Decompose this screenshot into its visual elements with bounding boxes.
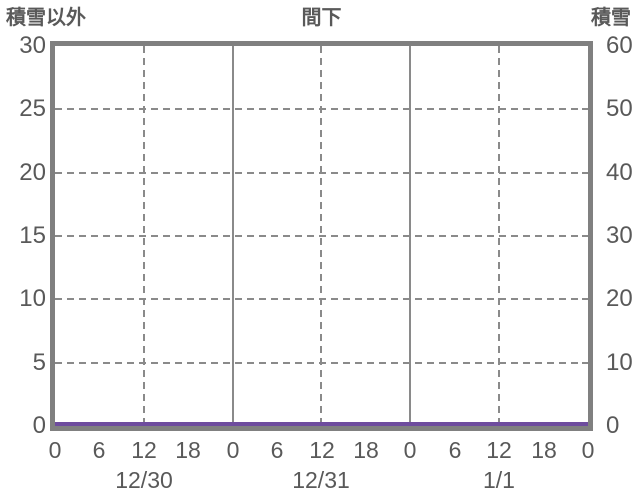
hour-tick-label: 12 [131, 437, 157, 463]
left-axis-tick [55, 298, 61, 300]
right-axis-tick-label: 60 [606, 32, 633, 59]
v-gridline-noon [143, 46, 145, 426]
chart-title: 間下 [301, 7, 342, 29]
right-axis-tick-label: 0 [606, 412, 620, 439]
right-axis-tick-label: 50 [606, 95, 633, 122]
hour-tick-label: 12 [309, 437, 335, 463]
left-axis-title: 積雪以外 [6, 7, 86, 29]
hour-tick-label: 0 [403, 437, 417, 463]
right-axis-title: 積雪 [591, 7, 631, 29]
left-axis-tick [55, 108, 61, 110]
bottom-axis-tick [320, 418, 322, 422]
hour-tick-label: 0 [226, 437, 240, 463]
hour-tick-label: 18 [353, 437, 379, 463]
left-axis-tick-label: 20 [19, 159, 46, 186]
hour-tick-label: 6 [448, 437, 462, 463]
hour-tick-label: 18 [531, 437, 557, 463]
right-axis-tick [582, 298, 588, 300]
v-gridline-midnight [232, 46, 234, 426]
left-axis-tick-label: 5 [32, 349, 46, 376]
left-axis-tick [55, 362, 61, 364]
v-gridline-noon [320, 46, 322, 426]
right-axis-tick-label: 30 [606, 222, 633, 249]
hour-tick-label: 12 [486, 437, 512, 463]
right-axis-tick [582, 108, 588, 110]
right-axis-tick [582, 172, 588, 174]
v-gridline-midnight [409, 46, 411, 426]
v-gridline-noon [498, 46, 500, 426]
plot-area [50, 41, 593, 431]
hour-tick-label: 6 [270, 437, 284, 463]
left-axis-tick-label: 30 [19, 32, 46, 59]
right-axis-tick [582, 362, 588, 364]
left-axis-tick-label: 15 [19, 222, 46, 249]
left-axis-tick-label: 10 [19, 285, 46, 312]
date-label: 12/31 [292, 467, 350, 493]
right-axis-tick-label: 20 [606, 285, 633, 312]
left-axis-tick [55, 172, 61, 174]
date-label: 1/1 [483, 467, 515, 493]
hour-tick-label: 0 [581, 437, 595, 463]
bottom-axis-tick [498, 418, 500, 422]
left-axis-tick [55, 235, 61, 237]
bottom-axis-tick [143, 418, 145, 422]
right-axis-tick-label: 40 [606, 159, 633, 186]
series-line-zero [55, 422, 588, 426]
hour-tick-label: 6 [92, 437, 106, 463]
hour-tick-label: 18 [175, 437, 201, 463]
left-axis-tick-label: 25 [19, 95, 46, 122]
right-axis-tick-label: 10 [606, 349, 633, 376]
hour-tick-label: 0 [48, 437, 62, 463]
date-label: 12/30 [115, 467, 173, 493]
left-axis-tick-label: 0 [32, 412, 46, 439]
right-axis-tick [582, 235, 588, 237]
